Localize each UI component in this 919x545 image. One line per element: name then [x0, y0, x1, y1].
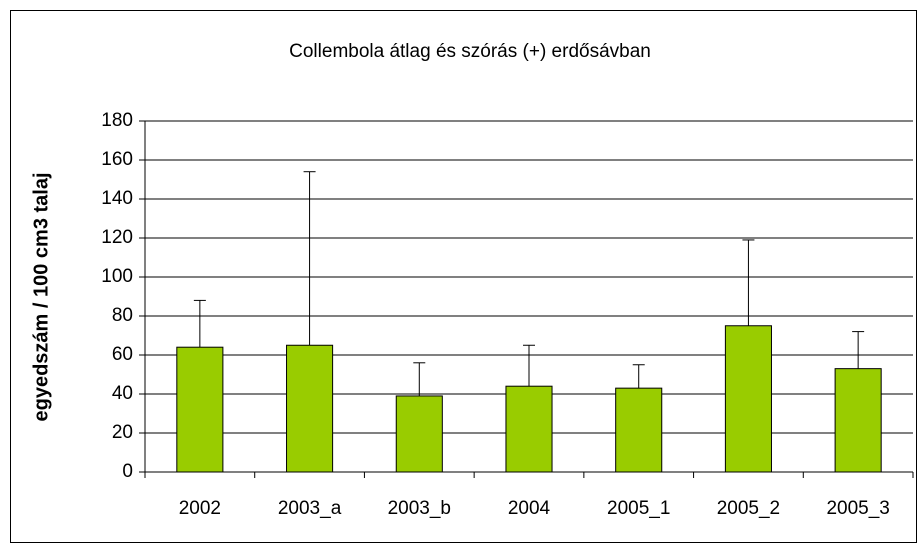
y-tick-label: 160	[101, 149, 133, 170]
y-tick-label: 120	[101, 227, 133, 248]
x-tick-label: 2005_2	[717, 498, 780, 519]
x-tick-label: 2005_1	[607, 498, 670, 519]
y-tick-label: 0	[122, 461, 133, 482]
y-axis-label: egyedszám / 100 cm3 talaj	[30, 172, 52, 421]
bar	[286, 344, 334, 473]
x-tick-label: 2003_b	[388, 498, 451, 519]
x-tick-label: 2004	[508, 498, 551, 519]
x-tick-label: 2002	[179, 498, 221, 519]
bar	[395, 395, 443, 473]
x-tick-label: 2005_3	[826, 498, 889, 519]
bar	[615, 387, 663, 473]
bar	[724, 325, 772, 473]
y-tick-label: 80	[112, 305, 133, 326]
bar	[834, 368, 882, 473]
y-tick-label: 100	[101, 266, 133, 287]
y-tick-label: 60	[112, 344, 133, 365]
y-tick-label: 20	[112, 422, 133, 443]
x-tick-label: 2003_a	[278, 498, 342, 519]
y-tick-label: 180	[101, 110, 133, 131]
bar	[505, 385, 553, 473]
bar	[176, 346, 224, 473]
y-tick-label: 140	[101, 188, 133, 209]
chart-title: Collembola átlag és szórás (+) erdősávba…	[289, 41, 651, 62]
y-tick-label: 40	[112, 383, 133, 404]
